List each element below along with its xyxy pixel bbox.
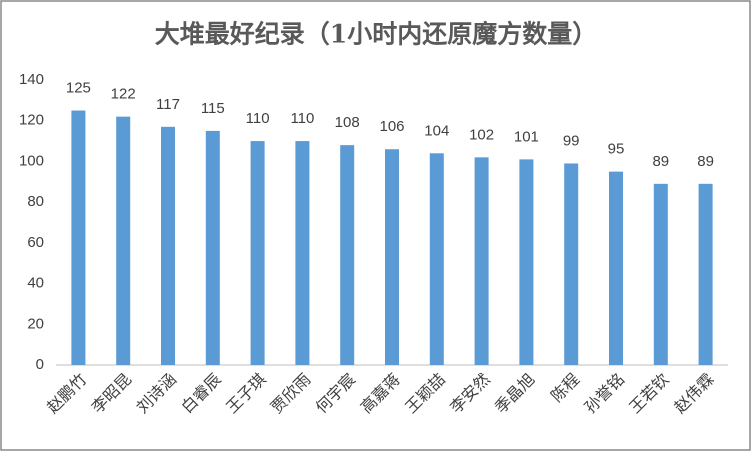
value-label: 108 — [335, 114, 360, 131]
y-tick-label: 20 — [27, 315, 44, 332]
bar — [340, 145, 355, 365]
bar — [71, 110, 86, 366]
value-label: 122 — [111, 86, 136, 103]
bar — [429, 153, 444, 365]
value-label: 102 — [469, 126, 494, 143]
value-label: 99 — [563, 132, 580, 149]
value-label: 95 — [608, 141, 625, 158]
bar — [653, 183, 668, 365]
value-label: 110 — [290, 110, 314, 127]
bar — [474, 157, 489, 365]
value-label: 115 — [201, 100, 225, 117]
bar — [250, 141, 265, 365]
value-label: 89 — [652, 153, 669, 170]
y-tick-label: 120 — [19, 112, 44, 129]
value-label: 106 — [379, 118, 404, 135]
y-tick-label: 40 — [27, 275, 44, 292]
bar — [519, 159, 534, 365]
value-label: 89 — [697, 153, 714, 170]
y-tick-label: 60 — [27, 234, 44, 251]
y-tick-label: 100 — [19, 152, 44, 169]
value-label: 125 — [66, 80, 91, 97]
value-label: 110 — [246, 110, 270, 127]
bar — [564, 163, 579, 365]
bar — [205, 130, 220, 365]
bar — [161, 126, 175, 365]
bar — [116, 116, 131, 366]
y-tick-label: 0 — [36, 356, 44, 373]
bar — [295, 141, 310, 365]
y-tick-label: 140 — [19, 71, 44, 88]
chart-title: 大堆最好纪录（1小时内还原魔方数量） — [155, 20, 597, 49]
value-label: 104 — [424, 122, 449, 139]
bar — [609, 171, 623, 365]
value-label: 101 — [514, 128, 539, 145]
bar — [385, 149, 399, 365]
bar — [698, 183, 713, 365]
value-label: 117 — [156, 96, 180, 113]
y-tick-label: 80 — [27, 193, 44, 210]
